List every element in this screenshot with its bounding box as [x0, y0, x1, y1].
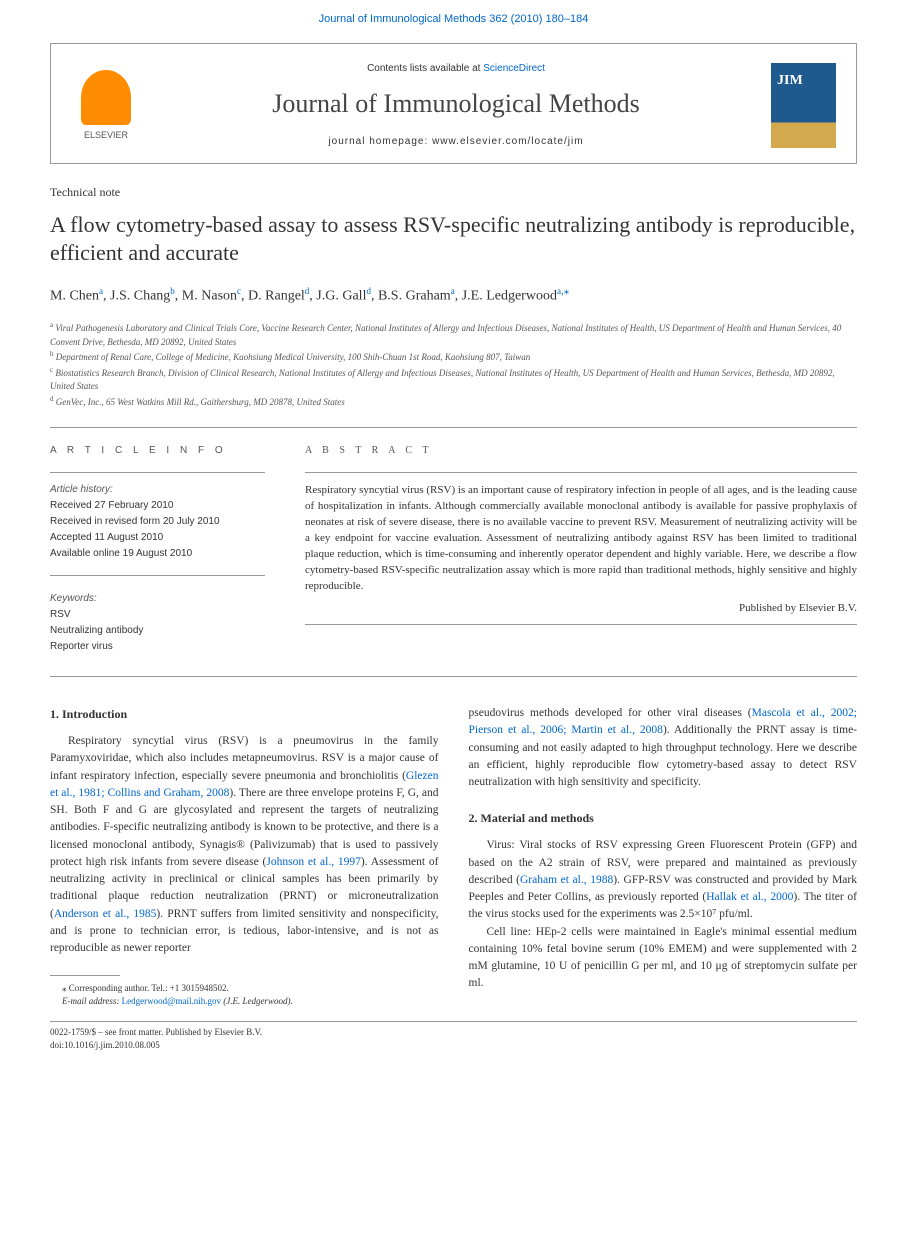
journal-center: Contents lists available at ScienceDirec…	[161, 62, 751, 148]
history-item: Received in revised form 20 July 2010	[50, 515, 265, 529]
citation-link[interactable]: Hallak et al., 2000	[706, 891, 793, 903]
section-heading: 2. Material and methods	[469, 809, 858, 827]
journal-cover-thumbnail: JIM	[771, 63, 836, 148]
author: D. Rangel	[248, 288, 305, 303]
author: J.G. Gall	[316, 288, 366, 303]
authors-line: M. Chena, J.S. Changb, M. Nasonc, D. Ran…	[50, 284, 857, 306]
divider	[50, 676, 857, 677]
journal-cover-label: JIM	[777, 71, 803, 91]
published-by: Published by Elsevier B.V.	[305, 601, 857, 616]
author-sup: c	[237, 286, 241, 296]
page-footer: 0022-1759/$ – see front matter. Publishe…	[0, 1021, 907, 1051]
affiliation: Biostatistics Research Branch, Division …	[50, 368, 835, 392]
contents-prefix: Contents lists available at	[367, 63, 483, 74]
keyword: Neutralizing antibody	[50, 624, 265, 638]
left-column: 1. Introduction Respiratory syncytial vi…	[50, 705, 439, 1007]
footnote-divider	[50, 975, 120, 976]
journal-name: Journal of Immunological Methods	[161, 86, 751, 122]
affiliation: Viral Pathogenesis Laboratory and Clinic…	[50, 323, 841, 347]
author-sup: d	[366, 286, 371, 296]
author: J.E. Ledgerwood	[462, 288, 557, 303]
journal-masthead: ELSEVIER Contents lists available at Sci…	[50, 43, 857, 163]
footer-line: 0022-1759/$ – see front matter. Publishe…	[50, 1026, 857, 1039]
right-column: pseudovirus methods developed for other …	[469, 705, 858, 1007]
author-sup: a	[99, 286, 103, 296]
section-heading: 1. Introduction	[50, 705, 439, 723]
page-citation: Journal of Immunological Methods 362 (20…	[0, 0, 907, 35]
keywords-label: Keywords:	[50, 592, 265, 606]
corresponding-star-icon: ,⁎	[561, 285, 569, 297]
history-item: Available online 19 August 2010	[50, 547, 265, 561]
author-sup: b	[170, 286, 175, 296]
corresponding-footnote: ⁎ Corresponding author. Tel.: +1 3015948…	[50, 982, 439, 995]
author-sup: d	[305, 286, 310, 296]
body-paragraph: Virus: Viral stocks of RSV expressing Gr…	[469, 837, 858, 923]
abstract-box: A B S T R A C T Respiratory syncytial vi…	[305, 444, 857, 656]
article-title: A flow cytometry-based assay to assess R…	[50, 211, 857, 268]
article-type: Technical note	[50, 184, 857, 201]
body-paragraph: Respiratory syncytial virus (RSV) is a p…	[50, 733, 439, 957]
body-paragraph: Cell line: HEp-2 cells were maintained i…	[469, 924, 858, 993]
article-info-box: A R T I C L E I N F O Article history: R…	[50, 444, 265, 656]
elsevier-logo: ELSEVIER	[71, 66, 141, 146]
journal-homepage: journal homepage: www.elsevier.com/locat…	[161, 135, 751, 149]
email-footnote: E-mail address: Ledgerwood@mail.nih.gov …	[50, 995, 439, 1008]
author: M. Nason	[182, 288, 237, 303]
divider	[305, 472, 857, 473]
affiliations: a Viral Pathogenesis Laboratory and Clin…	[50, 320, 857, 409]
keyword: Reporter virus	[50, 640, 265, 654]
divider	[305, 624, 857, 625]
citation-link[interactable]: Graham et al., 1988	[520, 874, 613, 886]
history-label: Article history:	[50, 483, 265, 497]
affiliation: Department of Renal Care, College of Med…	[56, 352, 531, 362]
author: B.S. Graham	[378, 288, 451, 303]
citation-link[interactable]: Anderson et al., 1985	[54, 908, 157, 920]
homepage-prefix: journal homepage:	[328, 136, 432, 147]
main-body-columns: 1. Introduction Respiratory syncytial vi…	[50, 705, 857, 1007]
abstract-text: Respiratory syncytial virus (RSV) is an …	[305, 483, 857, 595]
homepage-url[interactable]: www.elsevier.com/locate/jim	[432, 136, 583, 147]
divider	[50, 575, 265, 576]
contents-line: Contents lists available at ScienceDirec…	[161, 62, 751, 76]
abstract-heading: A B S T R A C T	[305, 444, 857, 458]
author: J.S. Chang	[110, 288, 170, 303]
divider	[50, 1021, 857, 1022]
star-icon: ⁎	[62, 983, 67, 993]
divider	[50, 472, 265, 473]
history-item: Received 27 February 2010	[50, 499, 265, 513]
author: M. Chen	[50, 288, 99, 303]
elsevier-label: ELSEVIER	[84, 129, 128, 142]
citation-link[interactable]: Johnson et al., 1997	[266, 856, 361, 868]
info-abstract-row: A R T I C L E I N F O Article history: R…	[50, 428, 857, 676]
keyword: RSV	[50, 608, 265, 622]
email-link[interactable]: Ledgerwood@mail.nih.gov	[122, 996, 221, 1006]
affiliation: GenVec, Inc., 65 West Watkins Mill Rd., …	[56, 397, 345, 407]
author-sup: a	[451, 286, 455, 296]
body-paragraph: pseudovirus methods developed for other …	[469, 705, 858, 791]
doi-line: doi:10.1016/j.jim.2010.08.005	[50, 1039, 857, 1052]
article-info-heading: A R T I C L E I N F O	[50, 444, 265, 458]
elsevier-tree-icon	[81, 70, 131, 125]
sciencedirect-link[interactable]: ScienceDirect	[483, 63, 545, 74]
history-item: Accepted 11 August 2010	[50, 531, 265, 545]
